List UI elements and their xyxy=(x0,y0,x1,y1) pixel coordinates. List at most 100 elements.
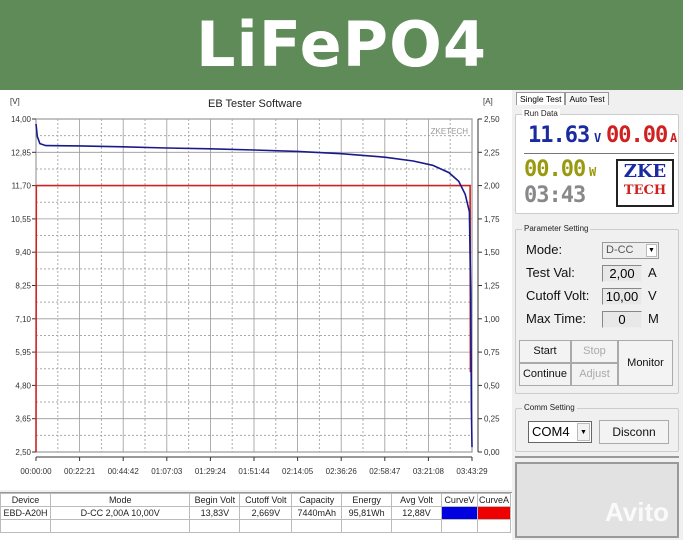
y-left-tick-label: 5,95 xyxy=(15,348,31,357)
max-time-unit: M xyxy=(648,311,659,326)
zketech-logo: ZKE TECH xyxy=(616,159,674,207)
y-right-tick-label: 0,00 xyxy=(484,448,500,457)
y-right-tick-label: 1,50 xyxy=(484,248,500,257)
control-panel: Single Test Auto Test Run Data 11.63 V 00… xyxy=(512,90,683,540)
y-right-tick-label: 1,75 xyxy=(484,215,500,224)
power-readout: 00.00 xyxy=(524,157,586,182)
table-cell: D-CC 2,00A 10,00V xyxy=(49,506,191,520)
y-left-tick-label: 12,85 xyxy=(11,148,32,157)
chart-title: EB Tester Software xyxy=(208,98,302,110)
comm-setting-label: Comm Setting xyxy=(522,403,577,412)
logo-bottom-text: TECH xyxy=(623,183,667,198)
test-val-input[interactable]: 2,00 xyxy=(602,265,642,282)
column-header[interactable]: Energy xyxy=(341,493,393,507)
x-tick-label: 02:58:47 xyxy=(369,467,401,476)
column-header[interactable]: Cutoff Volt xyxy=(239,493,293,507)
y-left-unit: [V] xyxy=(10,97,20,106)
adjust-button[interactable]: Adjust xyxy=(571,363,618,386)
results-table: Device Mode Begin Volt Cutoff Volt Capacity E… xyxy=(0,492,512,540)
table-cell: EBD-A20H xyxy=(0,506,51,520)
mode-select[interactable]: D-CC ▼ xyxy=(602,242,659,259)
port-select[interactable]: COM4 ▼ xyxy=(528,421,592,443)
elapsed-time: 03:43 xyxy=(524,183,586,208)
y-left-tick-label: 10,55 xyxy=(11,215,32,224)
y-left-tick-label: 3,65 xyxy=(15,415,31,424)
column-header[interactable]: CurveA xyxy=(476,493,512,507)
y-right-tick-label: 0,50 xyxy=(484,381,500,390)
y-left-tick-label: 14,00 xyxy=(11,115,32,124)
x-tick-label: 02:14:05 xyxy=(282,467,314,476)
status-box: Avito xyxy=(515,462,679,538)
max-time-label: Max Time: xyxy=(526,311,586,326)
max-time-input[interactable]: 0 xyxy=(602,311,642,328)
x-tick-label: 00:44:42 xyxy=(108,467,140,476)
tab-single-test[interactable]: Single Test xyxy=(516,92,566,105)
x-tick-label: 01:29:24 xyxy=(195,467,227,476)
logo-top-text: ZKE xyxy=(623,161,667,182)
curve-a-swatch[interactable] xyxy=(476,506,512,520)
column-header[interactable]: Mode xyxy=(49,493,191,507)
run-data-group: Run Data 11.63 V 00.00 A 00.00 W 03:43 Z… xyxy=(515,109,679,214)
column-header[interactable]: CurveV xyxy=(440,493,478,507)
y-right-unit: [A] xyxy=(483,97,493,106)
column-header[interactable]: Begin Volt xyxy=(189,493,241,507)
tab-auto-test[interactable]: Auto Test xyxy=(565,92,609,105)
y-left-tick-label: 8,25 xyxy=(15,282,31,291)
y-right-tick-label: 2,50 xyxy=(484,115,500,124)
chart-area: EB Tester Software [V] [A] ZKETECH 14,00 12,8… xyxy=(0,90,512,490)
y-left-tick-label: 11,70 xyxy=(12,182,32,191)
monitor-button[interactable]: Monitor xyxy=(618,340,673,386)
parameter-setting-group: Parameter Setting Mode: D-CC ▼ Test Val: … xyxy=(515,224,679,394)
continue-button[interactable]: Continue xyxy=(519,363,571,386)
banner-title: LiFePO4 xyxy=(0,0,683,90)
divider xyxy=(524,153,674,154)
parameter-setting-label: Parameter Setting xyxy=(522,224,591,233)
x-tick-label: 00:22:21 xyxy=(64,467,96,476)
test-val-unit: A xyxy=(648,265,657,280)
start-button[interactable]: Start xyxy=(519,340,571,363)
column-header[interactable]: Device xyxy=(0,493,51,507)
voltage-series-line xyxy=(35,123,473,448)
y-right-tick-label: 1,00 xyxy=(484,315,500,324)
table-cell: 7440mAh xyxy=(291,506,343,520)
y-left-tick-label: 2,50 xyxy=(15,448,31,457)
y-right-tick-label: 2,00 xyxy=(484,182,500,191)
table-header-row: Device Mode Begin Volt Cutoff Volt Capacity E… xyxy=(0,493,512,507)
voltage-unit: V xyxy=(594,131,601,145)
table-cell: 13,83V xyxy=(189,506,241,520)
column-header[interactable]: Avg Volt xyxy=(391,493,442,507)
y-left-tick-label: 4,80 xyxy=(15,381,31,390)
current-unit: A xyxy=(670,131,677,145)
port-value: COM4 xyxy=(532,424,570,439)
table-cell: 12,88V xyxy=(391,506,442,520)
y-left-tick-label: 7,10 xyxy=(15,315,31,324)
power-unit: W xyxy=(589,165,596,179)
table-cell: 95,81Wh xyxy=(341,506,393,520)
y-right-tick-label: 2,25 xyxy=(484,148,500,157)
cutoff-volt-input[interactable]: 10,00 xyxy=(602,288,642,305)
chevron-down-icon[interactable]: ▼ xyxy=(646,244,657,257)
column-header[interactable]: Capacity xyxy=(291,493,343,507)
y-left-tick-label: 9,40 xyxy=(15,248,31,257)
table-row[interactable]: EBD-A20H D-CC 2,00A 10,00V 13,83V 2,669V 744… xyxy=(0,506,512,520)
run-data-label: Run Data xyxy=(522,109,560,118)
table-cell: 2,669V xyxy=(239,506,293,520)
y-right-tick-label: 0,25 xyxy=(484,415,500,424)
x-tick-label: 03:43:29 xyxy=(456,467,488,476)
disconnect-button[interactable]: Disconn xyxy=(599,420,669,444)
divider xyxy=(515,456,679,458)
x-tick-label: 01:51:44 xyxy=(238,467,270,476)
comm-setting-group: Comm Setting COM4 ▼ Disconn xyxy=(515,403,679,452)
chevron-down-icon[interactable]: ▼ xyxy=(577,423,590,441)
x-tick-label: 03:21:08 xyxy=(413,467,445,476)
cutoff-volt-unit: V xyxy=(648,288,657,303)
voltage-current-chart: EB Tester Software [V] [A] ZKETECH 14,00 12,8… xyxy=(10,97,500,476)
zketech-watermark: ZKETECH xyxy=(431,127,469,136)
table-row-empty xyxy=(0,519,512,533)
curve-v-swatch[interactable] xyxy=(440,506,478,520)
x-tick-label: 01:07:03 xyxy=(151,467,183,476)
avito-watermark: Avito xyxy=(604,497,669,527)
current-readout: 00.00 xyxy=(606,123,668,148)
stop-button[interactable]: Stop xyxy=(571,340,618,363)
x-tick-label: 00:00:00 xyxy=(20,467,52,476)
